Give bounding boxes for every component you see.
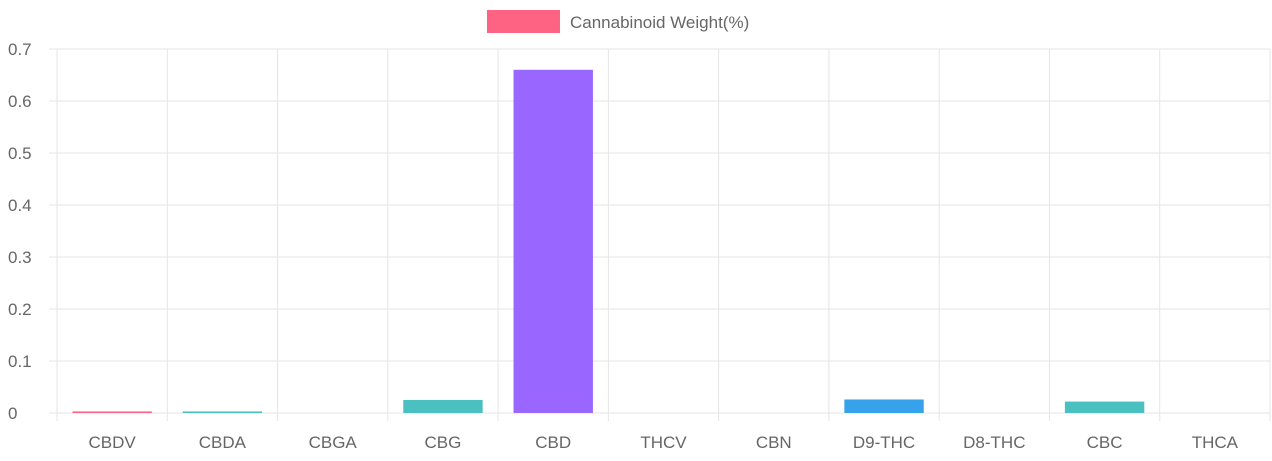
bars xyxy=(72,69,1145,414)
y-tick-label: 0.6 xyxy=(8,92,32,111)
bar-cbg[interactable] xyxy=(403,400,483,413)
x-tick-label: THCA xyxy=(1192,433,1239,452)
grid-lines xyxy=(49,48,1271,421)
bar-cbdv[interactable] xyxy=(72,411,152,413)
x-tick-label: THCV xyxy=(640,433,687,452)
legend-swatch[interactable] xyxy=(487,10,560,33)
y-tick-label: 0.7 xyxy=(8,40,32,59)
x-tick-label: D8-THC xyxy=(963,433,1025,452)
y-tick-label: 0.3 xyxy=(8,248,32,267)
y-tick-label: 0 xyxy=(8,404,17,423)
y-tick-label: 0.4 xyxy=(8,196,32,215)
x-tick-label: CBDA xyxy=(199,433,247,452)
x-tick-label: CBGA xyxy=(309,433,358,452)
bar-d9-thc[interactable] xyxy=(844,399,924,413)
bar-cbd[interactable] xyxy=(513,69,593,414)
y-axis: 0 0.1 0.2 0.3 0.4 0.5 0.6 0.7 xyxy=(8,40,32,423)
legend[interactable]: Cannabinoid Weight(%) xyxy=(487,10,749,33)
x-tick-label: CBDV xyxy=(89,433,137,452)
legend-label[interactable]: Cannabinoid Weight(%) xyxy=(570,13,749,32)
x-axis: CBDV CBDA CBGA CBG CBD THCV CBN D9-THC D8-THC CBC… xyxy=(89,433,1239,452)
y-tick-label: 0.5 xyxy=(8,144,32,163)
x-tick-label: CBD xyxy=(535,433,571,452)
x-tick-label: CBN xyxy=(756,433,792,452)
bar-cbda[interactable] xyxy=(182,411,263,413)
x-tick-label: CBG xyxy=(425,433,462,452)
x-tick-label: CBC xyxy=(1087,433,1123,452)
y-tick-label: 0.2 xyxy=(8,300,32,319)
bar-cbc[interactable] xyxy=(1064,401,1145,413)
y-tick-label: 0.1 xyxy=(8,352,32,371)
x-tick-label: D9-THC xyxy=(853,433,915,452)
